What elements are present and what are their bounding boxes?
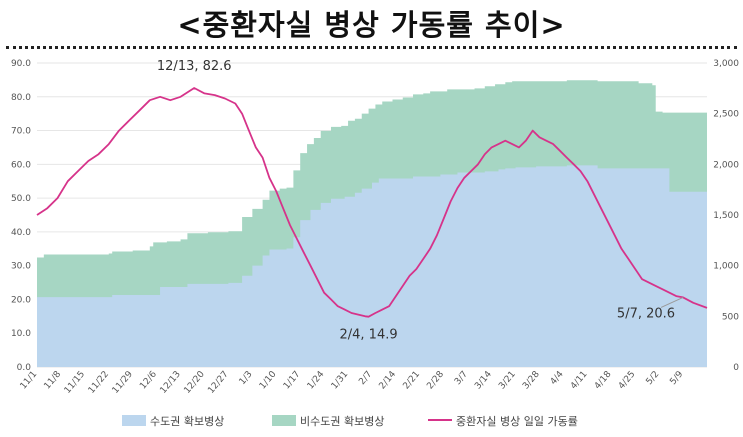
- legend-label: 중환자실 병상 일일 가동률: [456, 414, 578, 428]
- right-tick-label: 2,000: [713, 160, 739, 170]
- right-axis-ticks: 0 500 1,000 1,500 2,000 2,500 3,000: [713, 59, 739, 373]
- left-tick-label: 80.0: [11, 93, 31, 103]
- chart-title: <중환자실 병상 가동률 추이>: [177, 8, 566, 42]
- line-series: [36, 87, 708, 318]
- x-tick-label: 3/28: [521, 369, 542, 391]
- left-tick-label: 50.0: [11, 194, 31, 204]
- x-tick-label: 2/28: [425, 369, 446, 391]
- x-tick-label: 3/21: [497, 370, 518, 392]
- right-tick-label: 0: [733, 363, 739, 373]
- right-tick-label: 2,500: [713, 110, 739, 120]
- x-tick-label: 4/18: [593, 369, 614, 391]
- capital-beds-area: [37, 165, 707, 367]
- legend-label: 수도권 확보병상: [150, 415, 224, 428]
- left-tick-label: 10.0: [11, 329, 31, 339]
- left-tick-label: 0.0: [17, 363, 32, 373]
- right-tick-label: 1,000: [713, 262, 739, 272]
- left-tick-label: 60.0: [11, 160, 31, 170]
- x-tick-label: 1/31: [330, 370, 351, 392]
- annotation-label: 12/13, 82.6: [157, 59, 232, 74]
- legend-label: 비수도권 확보병상: [300, 415, 384, 428]
- x-tick-label: 4/4: [549, 369, 566, 387]
- x-tick-label: 12/27: [206, 370, 230, 396]
- legend-swatch: [272, 415, 296, 426]
- x-tick-label: 2/14: [378, 369, 399, 391]
- x-tick-label: 1/24: [306, 369, 327, 391]
- annotation-label: 5/7, 20.6: [617, 306, 675, 321]
- left-tick-label: 90.0: [11, 59, 31, 69]
- left-tick-label: 40.0: [11, 228, 31, 238]
- x-tick-label: 1/3: [238, 370, 255, 388]
- x-tick-label: 3/14: [473, 369, 494, 391]
- annotation-leader: [660, 296, 684, 308]
- x-tick-label: 4/25: [617, 370, 638, 392]
- x-tick-label: 11/22: [87, 370, 111, 396]
- x-tick-label: 12/6: [138, 369, 159, 391]
- x-tick-label: 11/8: [43, 369, 64, 391]
- annotations: 12/13, 82.6 2/4, 14.9 5/7, 20.6: [157, 59, 684, 343]
- x-tick-label: 1/10: [258, 369, 279, 391]
- left-axis-ticks: 0.0 10.0 20.0 30.0 40.0 50.0 60.0 70.0 80.0 90.0: [11, 59, 31, 373]
- legend-swatch: [122, 415, 146, 426]
- x-tick-label: 2/7: [357, 370, 374, 388]
- right-tick-label: 500: [722, 312, 739, 322]
- x-tick-label: 2/21: [401, 370, 422, 392]
- x-tick-label: 1/17: [282, 370, 303, 392]
- left-tick-label: 30.0: [11, 262, 31, 272]
- annotation-label: 2/4, 14.9: [340, 328, 398, 343]
- title-divider: [6, 46, 737, 49]
- right-tick-label: 3,000: [713, 59, 739, 69]
- left-tick-label: 70.0: [11, 127, 31, 137]
- x-tick-label: 12/13: [159, 370, 183, 396]
- x-tick-label: 4/11: [569, 370, 590, 392]
- x-axis-ticks: 11/1 11/8 11/15 11/22 11/29 12/6 12/13 12/20 12/…: [19, 369, 686, 396]
- x-tick-label: 12/20: [182, 369, 207, 396]
- x-tick-label: 5/9: [668, 369, 685, 387]
- x-tick-label: 11/15: [63, 370, 87, 396]
- legend: 수도권 확보병상 비수도권 확보병상 중환자실 병상 일일 가동률: [122, 414, 578, 428]
- x-tick-label: 5/2: [644, 370, 661, 388]
- left-tick-label: 20.0: [11, 295, 31, 305]
- occupancy-rate-line: [36, 87, 708, 318]
- x-tick-label: 11/29: [111, 369, 136, 396]
- right-tick-label: 1,500: [713, 211, 739, 221]
- area-series: [37, 80, 707, 367]
- x-tick-label: 3/7: [453, 370, 470, 388]
